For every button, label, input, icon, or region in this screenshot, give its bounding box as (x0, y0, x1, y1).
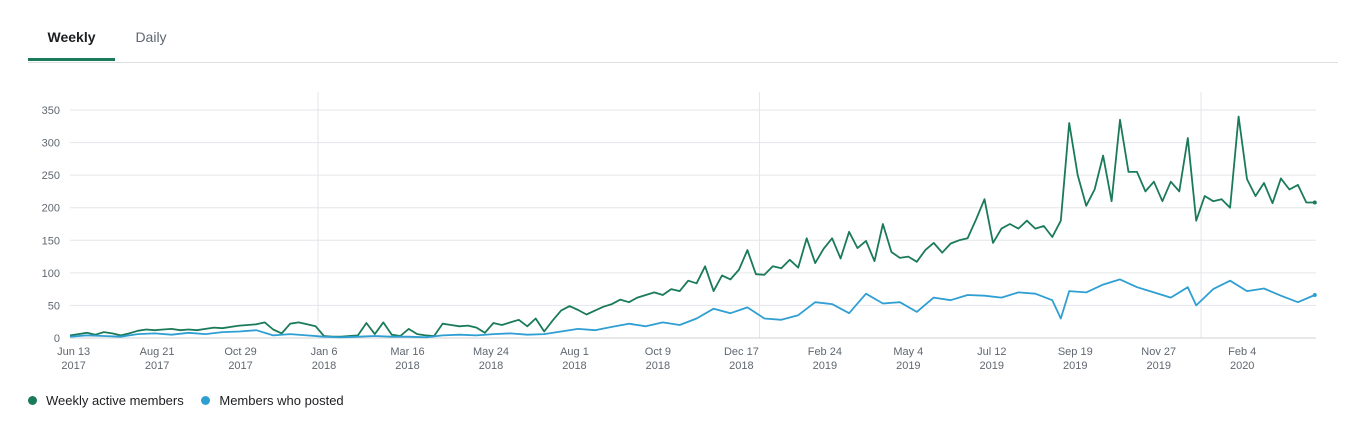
legend-item-weekly-active[interactable]: Weekly active members (28, 393, 184, 408)
x-tick-label-year: 2018 (646, 360, 670, 372)
tab-weekly[interactable]: Weekly (28, 29, 115, 61)
x-tick-label-year: 2018 (312, 360, 336, 372)
x-tick-label: May 24 (473, 346, 509, 358)
x-tick-label: Feb 24 (808, 346, 842, 358)
x-tick-label-year: 2017 (228, 360, 252, 372)
y-tick-label: 300 (42, 138, 60, 150)
x-tick-label-year: 2019 (896, 360, 920, 372)
x-tick-label: Jul 12 (977, 346, 1006, 358)
y-tick-label: 200 (42, 203, 60, 215)
x-tick-label: Aug 21 (140, 346, 175, 358)
y-tick-label: 50 (48, 300, 60, 312)
line-chart: 0 50 100 150 200 250 300 350 Jun 13 2017 Aug 21 201… (42, 92, 1317, 372)
x-tick-label-year: 2018 (562, 360, 586, 372)
legend-label-weekly-active: Weekly active members (46, 393, 184, 408)
series-line-members-posted (69, 278, 1316, 339)
x-tick-label: Mar 16 (390, 346, 424, 358)
legend-dot-members-posted (201, 396, 211, 405)
series-point-members-posted (1312, 293, 1317, 298)
x-tick-label-year: 2019 (980, 360, 1004, 372)
x-tick-label-year: 2017 (61, 360, 85, 372)
tab-daily[interactable]: Daily (135, 29, 167, 45)
legend-dot-weekly-active (28, 396, 37, 405)
series-line-weekly-active (69, 115, 1315, 338)
x-tick-label-year: 2019 (813, 360, 837, 372)
series-point-weekly-active (1312, 200, 1317, 205)
tab-bar: Weekly Daily (28, 0, 1338, 63)
legend-item-members-posted[interactable]: Members who posted (201, 393, 344, 408)
x-tick-label-year: 2017 (145, 360, 169, 372)
y-tick-label: 0 (54, 333, 60, 345)
y-tick-label: 350 (42, 105, 60, 117)
y-tick-label: 150 (42, 235, 60, 247)
x-tick-label: May 4 (893, 346, 923, 358)
x-tick-label-year: 2020 (1230, 360, 1254, 372)
x-tick-label: Aug 1 (560, 346, 589, 358)
x-tick-label-year: 2019 (1146, 360, 1170, 372)
x-tick-label: Dec 17 (724, 346, 759, 358)
x-tick-label: Oct 29 (224, 346, 256, 358)
x-tick-label-year: 2019 (1063, 360, 1087, 372)
x-tick-label: Nov 27 (1141, 346, 1176, 358)
x-tick-label: Jan 6 (311, 346, 338, 358)
y-tick-label: 100 (42, 268, 60, 280)
x-tick-label-year: 2018 (395, 360, 419, 372)
x-tick-label: Sep 19 (1058, 346, 1093, 358)
x-tick-label-year: 2018 (479, 360, 503, 372)
chart-legend: Weekly active members Members who posted (28, 393, 358, 408)
x-tick-label: Feb 4 (1228, 346, 1256, 358)
legend-label-members-posted: Members who posted (219, 393, 344, 408)
x-tick-label-year: 2018 (729, 360, 753, 372)
y-tick-label: 250 (42, 170, 60, 182)
x-tick-label: Jun 13 (57, 346, 90, 358)
x-tick-label: Oct 9 (645, 346, 671, 358)
